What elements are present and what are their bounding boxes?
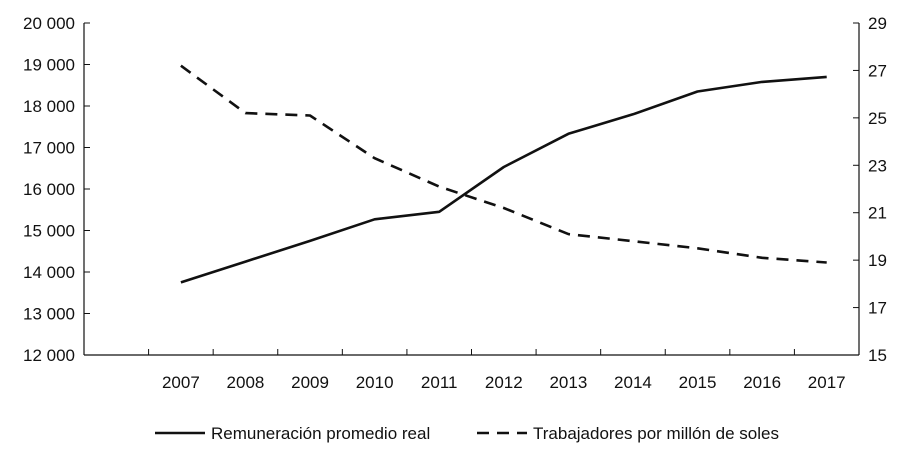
y-left-tick-label: 20 000 (23, 14, 75, 33)
legend-label-remuneracion: Remuneración promedio real (211, 424, 430, 443)
y-right-tick-label: 27 (868, 61, 887, 80)
y-left-tick-label: 18 000 (23, 97, 75, 116)
x-tick-label: 2016 (743, 373, 781, 392)
x-tick-label: 2007 (162, 373, 200, 392)
y-right-tick-label: 17 (868, 299, 887, 318)
y-right-tick-label: 15 (868, 346, 887, 365)
x-tick-label: 2008 (227, 373, 265, 392)
y-left-tick-label: 16 000 (23, 180, 75, 199)
y-right-tick-label: 29 (868, 14, 887, 33)
y-left-tick-label: 15 000 (23, 222, 75, 241)
series-line-trabajadores (180, 64, 827, 264)
series-line-remuneracion (180, 75, 827, 284)
x-tick-label: 2012 (485, 373, 523, 392)
x-tick-label: 2013 (549, 373, 587, 392)
chart-legend: Remuneración promedio real Trabajadores … (155, 424, 779, 443)
chart-ticks: 12 000 13 000 14 000 15 000 16 000 17 000 18 0… (23, 14, 887, 392)
x-tick-label: 2011 (421, 373, 458, 392)
x-tick-label: 2014 (614, 373, 652, 392)
x-tick-label: 2009 (291, 373, 329, 392)
legend-label-trabajadores: Trabajadores por millón de soles (533, 424, 779, 443)
y-right-tick-label: 25 (868, 109, 887, 128)
x-tick-label: 2015 (679, 373, 717, 392)
y-right-tick-label: 23 (868, 156, 887, 175)
y-left-tick-label: 13 000 (23, 305, 75, 324)
x-tick-label: 2010 (356, 373, 394, 392)
chart-series (180, 64, 827, 284)
y-right-tick-label: 19 (868, 251, 887, 270)
y-left-tick-label: 19 000 (23, 56, 75, 75)
x-tick-label: 2017 (808, 373, 846, 392)
y-left-tick-label: 12 000 (23, 346, 75, 365)
y-left-tick-label: 17 000 (23, 139, 75, 158)
y-right-tick-label: 21 (868, 204, 887, 223)
y-left-tick-label: 14 000 (23, 263, 75, 282)
